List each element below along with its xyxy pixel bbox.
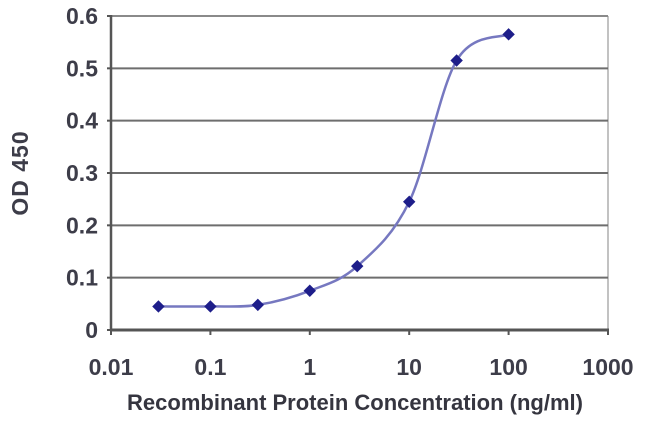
- x-tick-label: 1000: [582, 354, 633, 380]
- data-point-marker: [351, 259, 364, 273]
- y-tick-label: 0.6: [66, 3, 98, 29]
- y-tick-label: 0.4: [66, 108, 98, 134]
- curve-line: [157, 33, 510, 308]
- y-tick-label: 0.2: [66, 212, 98, 238]
- y-tick-label: 0: [85, 317, 98, 343]
- x-tick-label: 0.1: [194, 354, 226, 380]
- data-point-marker: [251, 298, 265, 312]
- y-tick-label: 0.5: [66, 55, 98, 81]
- y-tick-label: 0.3: [66, 160, 98, 186]
- data-point-marker: [204, 300, 217, 313]
- data-point-marker: [303, 284, 317, 297]
- y-axis-title: OD 450: [7, 130, 33, 216]
- x-tick-label: 0.01: [89, 354, 134, 380]
- data-point-marker: [502, 28, 515, 41]
- x-tick-label: 1: [303, 354, 316, 380]
- x-axis-title: Recombinant Protein Concentration (ng/ml…: [127, 390, 583, 415]
- data-point-marker: [152, 300, 165, 313]
- y-tick-label: 0.1: [66, 265, 98, 291]
- data-point-marker: [402, 195, 416, 208]
- data-point-marker: [450, 54, 463, 67]
- x-tick-label: 100: [489, 354, 527, 380]
- x-tick-label: 10: [396, 354, 422, 380]
